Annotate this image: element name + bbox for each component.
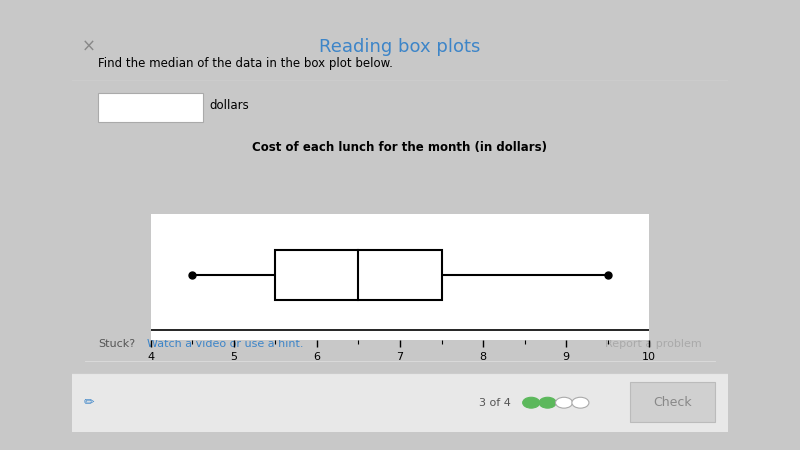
Bar <box>98 93 203 122</box>
Text: Find the median of the data in the box plot below.: Find the median of the data in the box p… <box>98 57 393 70</box>
Text: ×: × <box>82 38 95 56</box>
Circle shape <box>522 397 540 408</box>
Text: Check: Check <box>653 396 691 409</box>
Text: Watch a video or use a hint.: Watch a video or use a hint. <box>147 339 304 349</box>
Circle shape <box>555 397 573 408</box>
Circle shape <box>572 397 589 408</box>
Text: ✏: ✏ <box>83 396 94 409</box>
Bar <box>275 250 442 300</box>
Text: Cost of each lunch for the month (in dollars): Cost of each lunch for the month (in dol… <box>253 141 547 154</box>
Bar <box>630 382 715 422</box>
Text: 3 of 4: 3 of 4 <box>478 398 510 408</box>
Circle shape <box>539 397 556 408</box>
Text: dollars: dollars <box>210 99 250 112</box>
Text: Report a problem: Report a problem <box>605 339 702 349</box>
Text: Reading box plots: Reading box plots <box>319 38 481 56</box>
Bar <box>72 374 728 432</box>
Text: Stuck?: Stuck? <box>98 339 135 349</box>
